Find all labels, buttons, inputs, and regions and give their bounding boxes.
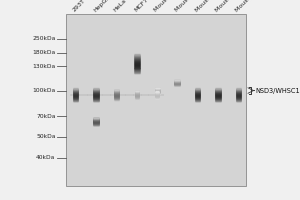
- Text: HeLa: HeLa: [113, 0, 128, 13]
- Text: 40kDa: 40kDa: [36, 155, 56, 160]
- Text: MCF7: MCF7: [133, 0, 149, 13]
- Text: Mouse liver: Mouse liver: [154, 0, 183, 13]
- Text: 70kDa: 70kDa: [36, 114, 56, 119]
- Bar: [66, 14, 246, 186]
- Text: 130kDa: 130kDa: [32, 64, 56, 69]
- Text: 180kDa: 180kDa: [32, 50, 56, 55]
- Text: 250kDa: 250kDa: [32, 36, 56, 41]
- Text: Mouse spleen: Mouse spleen: [194, 0, 228, 13]
- Text: Mouse kidney: Mouse kidney: [214, 0, 249, 13]
- Text: NSD3/WHSC1L1: NSD3/WHSC1L1: [256, 88, 300, 94]
- Text: 100kDa: 100kDa: [32, 88, 56, 93]
- Text: Mouse lung: Mouse lung: [235, 0, 264, 13]
- Text: HepG2: HepG2: [92, 0, 111, 13]
- Text: 293T: 293T: [72, 0, 87, 13]
- Text: 50kDa: 50kDa: [36, 134, 56, 139]
- Text: Mouse brain: Mouse brain: [174, 0, 205, 13]
